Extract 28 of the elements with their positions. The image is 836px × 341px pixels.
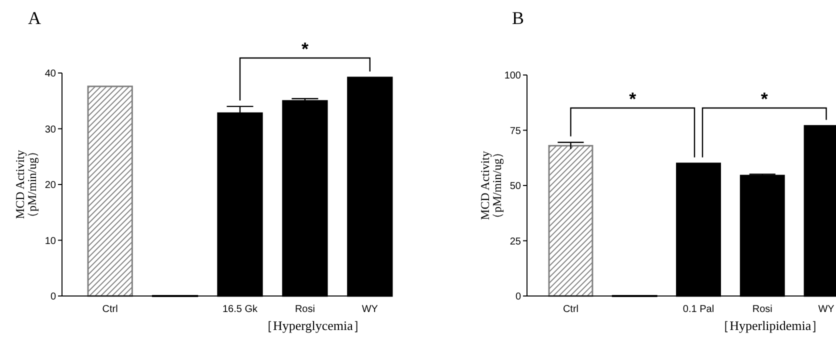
x-tick-label: 0.1 Pal xyxy=(682,304,714,315)
y-tick-label: 100 xyxy=(504,70,522,82)
y-tick-label: 40 xyxy=(44,68,56,80)
x-tick-label: Ctrl xyxy=(562,304,579,315)
x-tick-label: Ctrl xyxy=(102,304,118,315)
x-axis-title: ［Hyperlipidemia］ xyxy=(716,318,824,333)
chart-title: A xyxy=(28,8,41,28)
y-tick-label: 50 xyxy=(510,181,522,192)
y-axis-title: MCD Activity （pM/min/ug） xyxy=(478,146,504,225)
annotation: * xyxy=(629,89,636,109)
y-tick-label: 10 xyxy=(44,236,56,247)
y-tick-label: 30 xyxy=(44,124,56,136)
bar xyxy=(87,86,133,297)
x-tick-label: Rosi xyxy=(752,304,772,315)
y-tick-label: 0 xyxy=(50,292,56,302)
x-tick-label: Rosi xyxy=(294,304,315,315)
x-axis-title: ［Hyperglycemia］ xyxy=(260,318,366,333)
x-tick-label: WY xyxy=(818,304,835,315)
x-tick-label: WY xyxy=(362,304,378,315)
text: * xyxy=(301,39,308,59)
x-tick-label: 16.5 Gk xyxy=(222,304,259,315)
y-tick-label: 25 xyxy=(510,236,522,248)
annotation: * xyxy=(760,89,768,109)
y-tick-label: 20 xyxy=(44,180,56,191)
y-axis-title: MCD Activity （pM/min/ug） xyxy=(13,145,39,224)
y-tick-label: 0 xyxy=(515,292,522,302)
chart-title: B xyxy=(512,8,524,28)
y-tick-label: 75 xyxy=(510,126,522,137)
